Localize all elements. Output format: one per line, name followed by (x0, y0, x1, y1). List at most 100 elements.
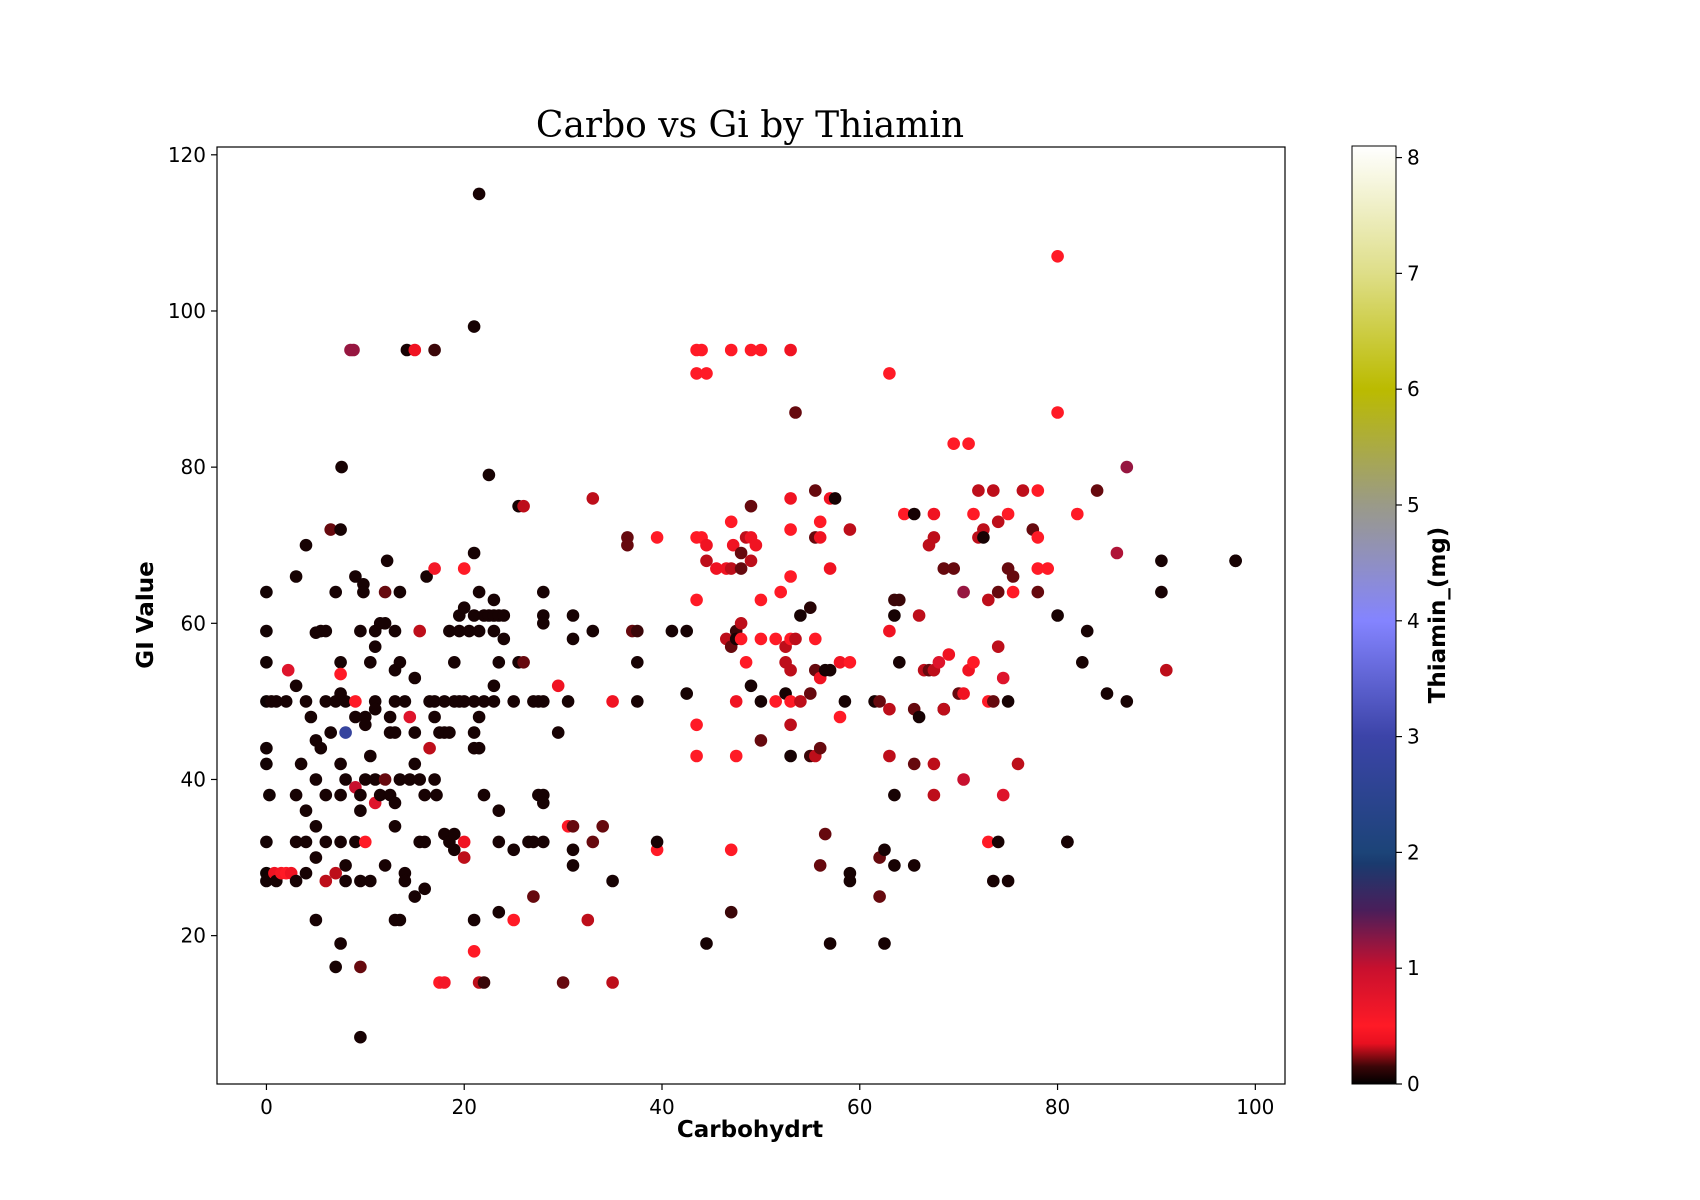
scatter-point (413, 773, 427, 786)
scatter-point (813, 741, 827, 755)
scatter-point (492, 835, 506, 849)
scatter-point (1100, 687, 1114, 700)
scatter-point (1051, 406, 1064, 419)
scatter-point (833, 710, 847, 724)
scatter-point (477, 788, 491, 802)
scatter-point (710, 562, 723, 575)
scatter-point (309, 851, 323, 864)
scatter-point (281, 663, 295, 677)
x-axis-label: Carbohydrt (677, 1117, 823, 1143)
scatter-point (551, 726, 565, 739)
scatter-point (843, 523, 857, 536)
scatter-point (443, 726, 456, 739)
scatter-point (428, 773, 441, 786)
scatter-point (537, 796, 550, 810)
scatter-point (566, 843, 580, 857)
scatter-point (472, 585, 486, 599)
scatter-point (794, 609, 807, 622)
scatter-point (428, 710, 441, 724)
scatter-point (408, 343, 422, 357)
scatter-point (957, 585, 970, 599)
scatter-point (744, 679, 758, 693)
scatter-point (497, 632, 511, 646)
scatter-point (957, 687, 970, 700)
scatter-point (270, 695, 283, 708)
scatter-point (423, 741, 436, 755)
scatter-point (809, 632, 822, 646)
scatter-point (1080, 624, 1094, 638)
scatter-point (339, 773, 352, 786)
scatter-point (289, 570, 303, 583)
scatter-point (453, 624, 466, 638)
colorbar-tick-label: 6 (1407, 377, 1420, 401)
scatter-point (883, 702, 896, 716)
scatter-point (794, 695, 807, 708)
scatter-point (631, 624, 644, 638)
scatter-point (357, 585, 370, 599)
scatter-point (700, 937, 713, 950)
y-tick-label: 40 (181, 767, 206, 791)
scatter-point (537, 585, 550, 599)
scatter-point (631, 695, 644, 708)
scatter-point (982, 835, 995, 849)
scatter-point (804, 687, 817, 700)
scatter-point (650, 835, 664, 849)
scatter-point (726, 538, 740, 552)
scatter-point (888, 788, 901, 802)
colorbar-tick-label: 4 (1407, 609, 1420, 633)
scatter-point (967, 507, 980, 521)
scatter-point (724, 343, 738, 357)
scatter-point (467, 695, 481, 708)
scatter-point (260, 835, 273, 849)
scatter-point (873, 890, 886, 903)
scatter-point (329, 585, 343, 599)
scatter-point (418, 788, 432, 802)
scatter-point (838, 695, 852, 708)
scatter-point (294, 757, 308, 771)
scatter-point (942, 648, 956, 661)
scatter-point (487, 679, 501, 693)
scatter-point (299, 804, 313, 817)
scatter-point (606, 976, 619, 989)
scatter-point (487, 695, 501, 708)
scatter-point (1120, 460, 1134, 474)
scatter-point (289, 788, 303, 802)
scatter-point (393, 773, 407, 786)
scatter-point (744, 343, 758, 357)
scatter-point (977, 531, 990, 544)
scatter-point (1001, 874, 1015, 888)
scatter-point (403, 710, 417, 724)
scatter-point (408, 726, 422, 739)
scatter-point (754, 734, 768, 747)
scatter-point (349, 570, 362, 583)
scatter-point (517, 656, 530, 669)
scatter-point (1031, 531, 1045, 544)
scatter-point (744, 554, 758, 568)
scatter-point (334, 523, 347, 536)
scatter-point (789, 632, 802, 646)
scatter-point (893, 656, 906, 669)
scatter-point (809, 484, 822, 497)
scatter-point (1031, 484, 1045, 497)
scatter-point (878, 843, 891, 857)
colorbar-tick-label: 5 (1407, 493, 1420, 517)
colorbar-tick-label: 3 (1407, 725, 1420, 749)
scatter-point (339, 726, 352, 739)
scatter-point (744, 499, 758, 513)
scatter-point (393, 656, 407, 669)
scatter-point (1155, 554, 1168, 568)
scatter-point (472, 624, 486, 638)
scatter-point (299, 866, 313, 880)
scatter-point (734, 546, 748, 560)
scatter-point (1051, 609, 1064, 622)
x-tick-label: 80 (1045, 1095, 1070, 1119)
scatter-point (1229, 554, 1242, 568)
scatter-point (299, 835, 313, 849)
scatter-point (700, 554, 713, 568)
scatter-point (823, 937, 837, 950)
scatter-point (354, 788, 367, 802)
scatter-point (734, 617, 748, 630)
scatter-point (364, 874, 377, 888)
scatter-point (448, 656, 461, 669)
scatter-point (349, 710, 362, 724)
